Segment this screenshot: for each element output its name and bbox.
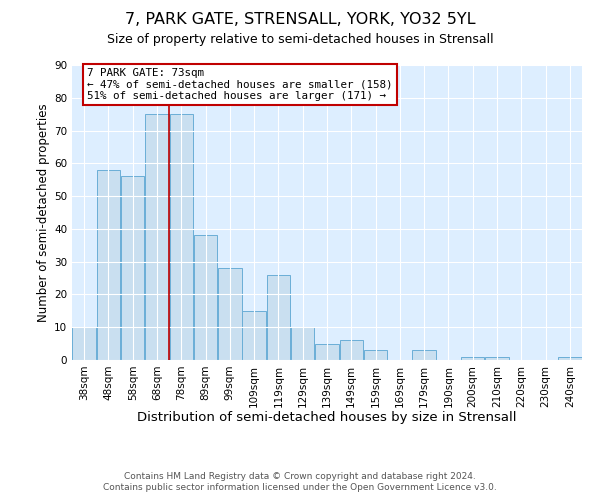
Text: Contains HM Land Registry data © Crown copyright and database right 2024.: Contains HM Land Registry data © Crown c… xyxy=(124,472,476,481)
Bar xyxy=(340,340,363,360)
Y-axis label: Number of semi-detached properties: Number of semi-detached properties xyxy=(37,103,50,322)
Bar xyxy=(266,275,290,360)
Bar xyxy=(315,344,339,360)
Bar xyxy=(170,114,193,360)
Bar xyxy=(121,176,145,360)
X-axis label: Distribution of semi-detached houses by size in Strensall: Distribution of semi-detached houses by … xyxy=(137,411,517,424)
Bar xyxy=(461,356,484,360)
Text: 7 PARK GATE: 73sqm
← 47% of semi-detached houses are smaller (158)
51% of semi-d: 7 PARK GATE: 73sqm ← 47% of semi-detache… xyxy=(88,68,393,101)
Bar xyxy=(364,350,388,360)
Bar xyxy=(485,356,509,360)
Bar xyxy=(194,236,217,360)
Text: 7, PARK GATE, STRENSALL, YORK, YO32 5YL: 7, PARK GATE, STRENSALL, YORK, YO32 5YL xyxy=(125,12,475,28)
Bar xyxy=(412,350,436,360)
Bar xyxy=(242,311,266,360)
Text: Size of property relative to semi-detached houses in Strensall: Size of property relative to semi-detach… xyxy=(107,32,493,46)
Bar xyxy=(558,356,581,360)
Text: Contains public sector information licensed under the Open Government Licence v3: Contains public sector information licen… xyxy=(103,484,497,492)
Bar xyxy=(145,114,169,360)
Bar xyxy=(291,327,314,360)
Bar xyxy=(97,170,120,360)
Bar xyxy=(73,327,96,360)
Bar xyxy=(218,268,242,360)
